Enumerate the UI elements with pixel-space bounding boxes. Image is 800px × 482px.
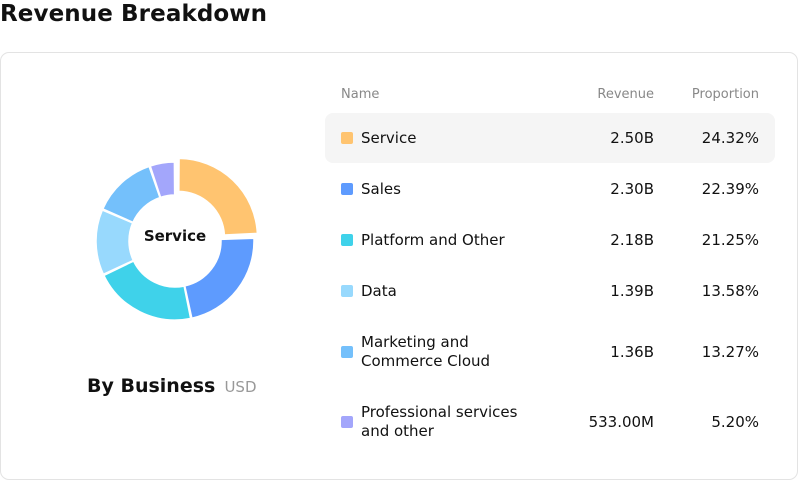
row-name: Platform and Other — [361, 231, 505, 250]
row-name-line: Professional services — [361, 403, 518, 421]
row-revenue: 2.30B — [610, 179, 654, 198]
chart-caption-unit: USD — [224, 378, 257, 396]
row-name: Service — [361, 129, 416, 148]
row-proportion: 13.27% — [701, 342, 759, 361]
donut-chart: Service — [95, 157, 259, 321]
row-name: Marketing and Commerce Cloud — [361, 333, 490, 371]
row-proportion: 24.32% — [701, 128, 759, 147]
column-header-name: Name — [341, 87, 380, 102]
table-row[interactable]: Service 2.50B 24.32% — [325, 113, 775, 163]
row-revenue: 2.50B — [610, 128, 654, 147]
table-row[interactable]: Professional services and other 533.00M 5.2… — [325, 392, 775, 452]
legend-swatch — [341, 285, 353, 297]
table-row[interactable]: Data 1.39B 13.58% — [325, 266, 775, 316]
legend-swatch — [341, 416, 353, 428]
row-name: Professional services and other — [361, 403, 517, 441]
table-row[interactable]: Marketing and Commerce Cloud 1.36B 13.27% — [325, 322, 775, 382]
row-name-line: and other — [361, 422, 434, 440]
row-proportion: 22.39% — [701, 179, 759, 198]
row-revenue: 2.18B — [610, 230, 654, 249]
legend-swatch — [341, 132, 353, 144]
row-proportion: 21.25% — [701, 230, 759, 249]
row-revenue: 533.00M — [588, 412, 654, 431]
donut-center-label: Service — [144, 227, 206, 245]
row-name-line: Marketing and — [361, 333, 469, 351]
donut-slice-service[interactable] — [178, 157, 259, 236]
donut-slice-platform-and-other[interactable] — [102, 260, 192, 321]
row-name: Data — [361, 282, 397, 301]
legend-swatch — [341, 346, 353, 358]
donut-slice-marketing-and-commerce-cloud[interactable] — [101, 165, 161, 224]
legend-swatch — [341, 234, 353, 246]
row-proportion: 5.20% — [711, 412, 759, 431]
page-title: Revenue Breakdown — [0, 1, 268, 27]
chart-caption: By Business USD — [87, 375, 257, 397]
row-name-line: Data — [361, 281, 397, 300]
donut-slice-sales[interactable] — [183, 237, 255, 320]
row-name-line: Service — [361, 128, 417, 147]
row-name-line: Platform and Other — [361, 230, 505, 249]
chart-caption-title: By Business — [87, 375, 216, 397]
row-proportion: 13.58% — [701, 281, 759, 300]
table-header: Name Revenue Proportion — [341, 87, 759, 105]
donut-slice-professional-services-and-other[interactable] — [149, 161, 176, 199]
row-name: Sales — [361, 180, 401, 199]
column-header-revenue: Revenue — [597, 87, 654, 102]
row-name-line: Commerce Cloud — [361, 352, 491, 370]
table-row[interactable]: Sales 2.30B 22.39% — [325, 164, 775, 214]
legend-swatch — [341, 183, 353, 195]
donut-slice-data[interactable] — [95, 209, 135, 276]
row-revenue: 1.36B — [610, 342, 654, 361]
row-revenue: 1.39B — [610, 281, 654, 300]
row-name-line: Sales — [361, 179, 401, 198]
table-row[interactable]: Platform and Other 2.18B 21.25% — [325, 215, 775, 265]
column-header-proportion: Proportion — [691, 87, 759, 102]
